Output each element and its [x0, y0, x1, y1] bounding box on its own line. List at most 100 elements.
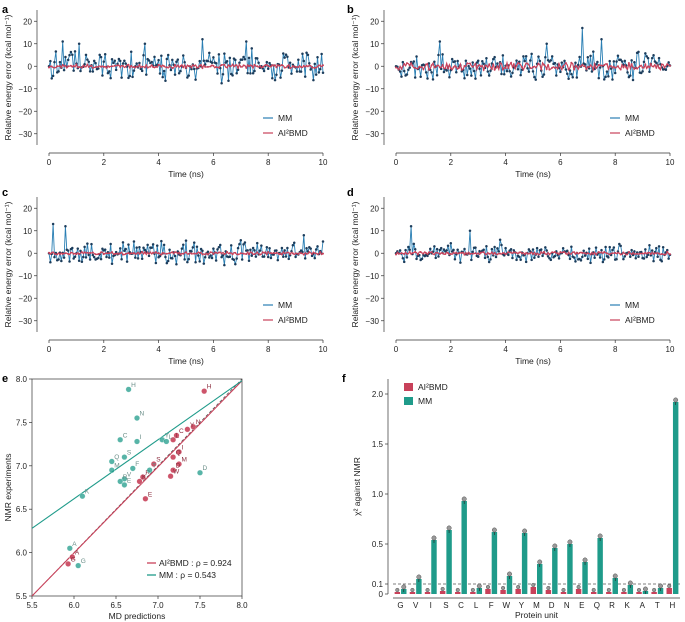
series-ai2bmd-point	[488, 63, 491, 66]
ai2bmd-bar	[560, 592, 567, 594]
y-tick-label: 0	[28, 249, 33, 258]
series-ai2bmd-point	[553, 250, 556, 253]
series-mm-point	[574, 61, 577, 64]
ai2bmd-point	[170, 454, 177, 461]
series-mm-point	[634, 256, 637, 260]
mm-sample-dot	[431, 535, 437, 541]
series-mm-point	[601, 260, 605, 264]
series-mm-point	[467, 64, 470, 68]
series-mm-point	[549, 258, 553, 262]
series-ai2bmd-point	[195, 252, 198, 255]
series-ai2bmd-point	[614, 66, 617, 69]
x-tick-label: 10	[666, 158, 675, 167]
panel-label-d: d	[347, 187, 354, 199]
x-axis-title: Protein unit	[515, 610, 559, 620]
series-mm-point	[194, 78, 197, 81]
series-mm-point	[50, 77, 53, 80]
series-mm-point	[482, 62, 485, 66]
ai2bmd-point	[176, 461, 182, 468]
mm-sample-dot	[537, 559, 543, 565]
series-mm-point	[103, 248, 107, 251]
series-mm-line	[48, 39, 324, 84]
series-mm-point	[555, 74, 558, 77]
series-mm-point	[53, 60, 56, 64]
series-mm-point	[533, 256, 536, 259]
ai2bmd-point	[139, 474, 146, 481]
series-ai2bmd-point	[64, 64, 67, 67]
series-ai2bmd-point	[72, 252, 75, 255]
series-mm-point	[283, 56, 286, 59]
series-ai2bmd-point	[308, 64, 311, 67]
series-ai2bmd-point	[275, 66, 278, 69]
series-mm-point	[312, 78, 315, 82]
series-mm-point	[198, 260, 201, 263]
y-tick-label: 10	[23, 227, 32, 236]
legend-mm-swatch	[404, 397, 413, 405]
series-mm-point	[415, 55, 418, 58]
mm-point-label: N	[140, 411, 145, 418]
series-mm-point	[529, 59, 532, 62]
series-mm-point	[54, 50, 58, 53]
series-mm-point	[404, 248, 407, 252]
series-ai2bmd-point	[256, 65, 259, 68]
series-ai2bmd-point	[482, 251, 485, 254]
series-ai2bmd-point	[141, 65, 144, 68]
series-mm-point	[132, 69, 136, 72]
series-ai2bmd-point	[168, 252, 171, 255]
ai2bmd-sample-dot	[652, 588, 657, 593]
series-ai2bmd-point	[176, 252, 179, 255]
series-ai2bmd-point	[280, 253, 283, 256]
series-ai2bmd-point	[627, 61, 630, 64]
series-ai2bmd-point	[603, 64, 606, 67]
series-mm-point	[229, 244, 233, 247]
series-mm-point	[652, 259, 655, 263]
series-ai2bmd-point	[217, 251, 220, 254]
series-mm-point	[483, 256, 487, 260]
y-tick-label: −30	[365, 317, 379, 326]
series-mm-point	[583, 63, 587, 66]
series-ai2bmd-point	[100, 65, 103, 68]
series-ai2bmd-point	[523, 253, 526, 256]
ai2bmd-bar	[666, 588, 672, 594]
legend-mm-label: MM	[278, 300, 292, 310]
ai2bmd-bar	[485, 589, 491, 594]
series-mm-point	[485, 56, 488, 60]
y-tick-label: −30	[365, 130, 379, 139]
category-label: S	[443, 601, 448, 610]
series-mm-point	[566, 72, 569, 75]
series-ai2bmd-point	[397, 252, 400, 255]
series-ai2bmd-point	[61, 252, 64, 255]
series-mm-point	[498, 238, 502, 241]
series-mm-point	[405, 256, 409, 259]
mm-point	[197, 469, 203, 476]
series-ai2bmd-point	[97, 65, 100, 68]
plot-frame	[31, 378, 243, 597]
series-ai2bmd-point	[573, 251, 576, 254]
category-label: L	[474, 601, 479, 610]
series-ai2bmd-point	[132, 65, 135, 68]
series-mm-point	[57, 70, 60, 73]
series-mm-point	[433, 60, 436, 64]
series-ai2bmd-point	[212, 64, 215, 67]
series-mm-point	[578, 55, 581, 59]
series-mm-point	[253, 249, 256, 252]
series-mm-point	[109, 76, 112, 80]
series-ai2bmd-point	[460, 251, 463, 254]
x-axis-title: MD predictions	[109, 611, 166, 621]
series-ai2bmd-point	[488, 252, 491, 255]
series-mm-point	[186, 260, 189, 264]
series-ai2bmd-point	[663, 66, 666, 69]
series-ai2bmd-point	[239, 252, 242, 255]
series-mm-point	[482, 248, 485, 252]
series-mm-point	[431, 78, 435, 81]
series-mm-point	[657, 56, 661, 60]
series-mm-point	[150, 246, 153, 249]
series-mm-point	[661, 246, 665, 249]
series-ai2bmd-point	[89, 251, 92, 254]
series-ai2bmd-point	[116, 252, 119, 255]
mm-point	[108, 458, 115, 465]
series-ai2bmd-point	[663, 253, 666, 256]
series-ai2bmd-point	[485, 253, 488, 256]
series-mm-point	[645, 255, 648, 259]
series-mm-point	[401, 257, 405, 260]
